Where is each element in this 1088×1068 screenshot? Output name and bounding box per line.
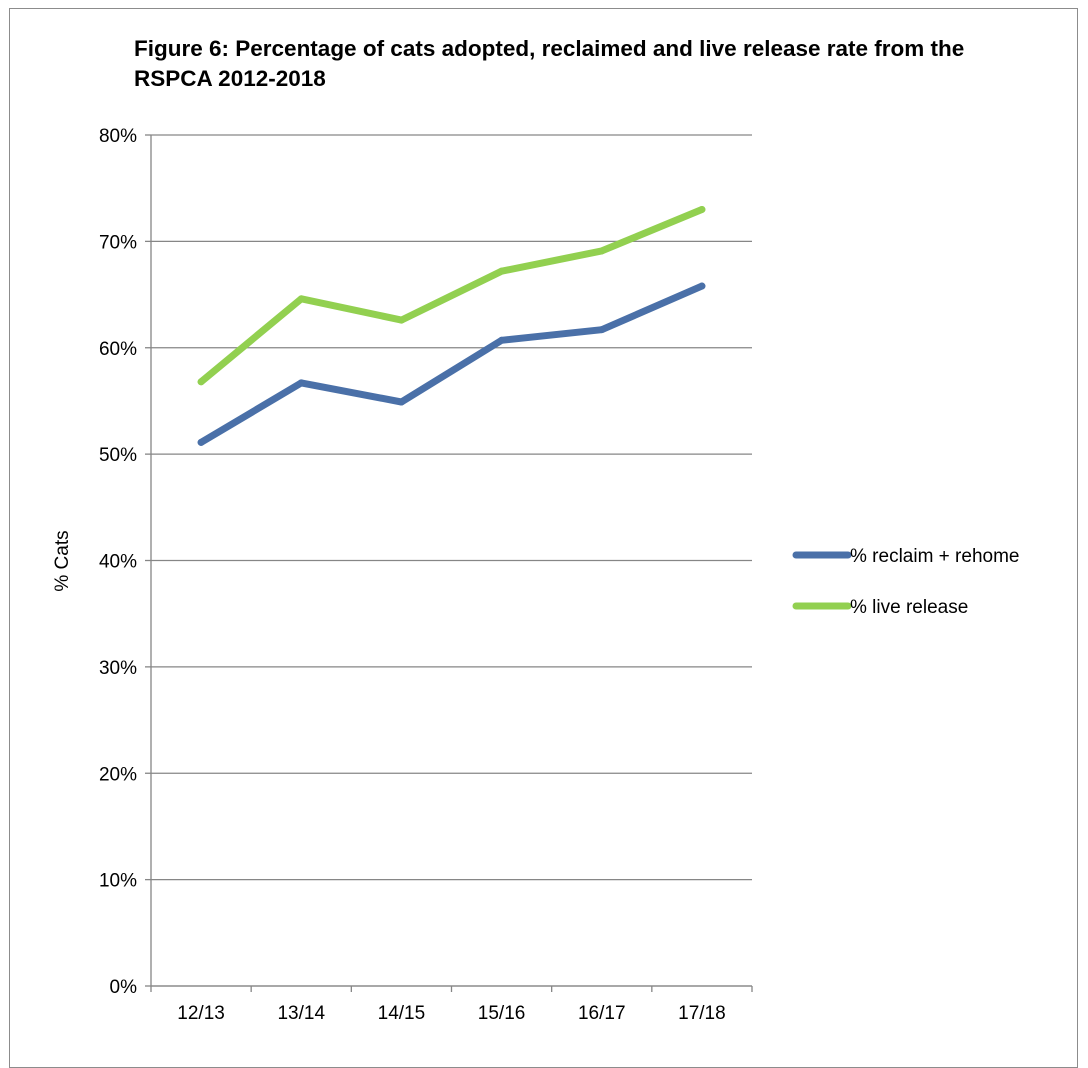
series-line bbox=[197, 206, 706, 386]
chart-title: Figure 6: Percentage of cats adopted, re… bbox=[134, 36, 965, 91]
data-point bbox=[197, 438, 205, 446]
y-axis-title: % Cats bbox=[52, 530, 73, 591]
x-tick-label: 16/17 bbox=[578, 1003, 626, 1024]
data-point bbox=[598, 247, 606, 255]
x-axis: 12/13 13/14 14/15 15/16 16/17 17/18 bbox=[150, 985, 753, 1024]
data-point bbox=[698, 205, 706, 213]
legend: % reclaim + rehome % live release bbox=[792, 546, 1019, 618]
y-tick-label: 80% bbox=[99, 126, 137, 147]
legend-label: % live release bbox=[850, 597, 968, 618]
y-tick-label: 20% bbox=[99, 764, 137, 785]
y-tick-label: 0% bbox=[110, 977, 138, 998]
data-point bbox=[197, 378, 205, 386]
y-tick-label: 60% bbox=[99, 339, 137, 360]
chart-frame bbox=[9, 8, 1078, 1068]
data-point bbox=[297, 295, 305, 303]
y-tick-label: 50% bbox=[99, 445, 137, 466]
data-point bbox=[498, 267, 506, 275]
y-tick-label: 70% bbox=[99, 232, 137, 253]
x-tick-label: 15/16 bbox=[478, 1003, 526, 1024]
legend-item: % reclaim + rehome bbox=[792, 546, 1019, 567]
y-tick-label: 10% bbox=[99, 871, 137, 892]
data-point bbox=[498, 336, 506, 344]
x-tick-label: 14/15 bbox=[378, 1003, 426, 1024]
legend-item: % live release bbox=[792, 597, 968, 618]
y-axis: 0% 10% 20% 30% 40% 50% 60% 70% 80% bbox=[99, 126, 152, 998]
y-tick-label: 30% bbox=[99, 658, 137, 679]
y-tick-label: 40% bbox=[99, 552, 137, 573]
data-point bbox=[397, 398, 405, 406]
x-tick-label: 17/18 bbox=[678, 1003, 726, 1024]
data-point bbox=[397, 316, 405, 324]
x-tick-label: 13/14 bbox=[277, 1003, 325, 1024]
data-point bbox=[698, 282, 706, 290]
gridlines bbox=[151, 134, 752, 987]
data-point bbox=[297, 379, 305, 387]
series-line bbox=[197, 282, 706, 446]
legend-label: % reclaim + rehome bbox=[850, 546, 1019, 567]
x-tick-label: 12/13 bbox=[177, 1003, 225, 1024]
series-lines bbox=[197, 205, 706, 446]
data-point bbox=[598, 326, 606, 334]
